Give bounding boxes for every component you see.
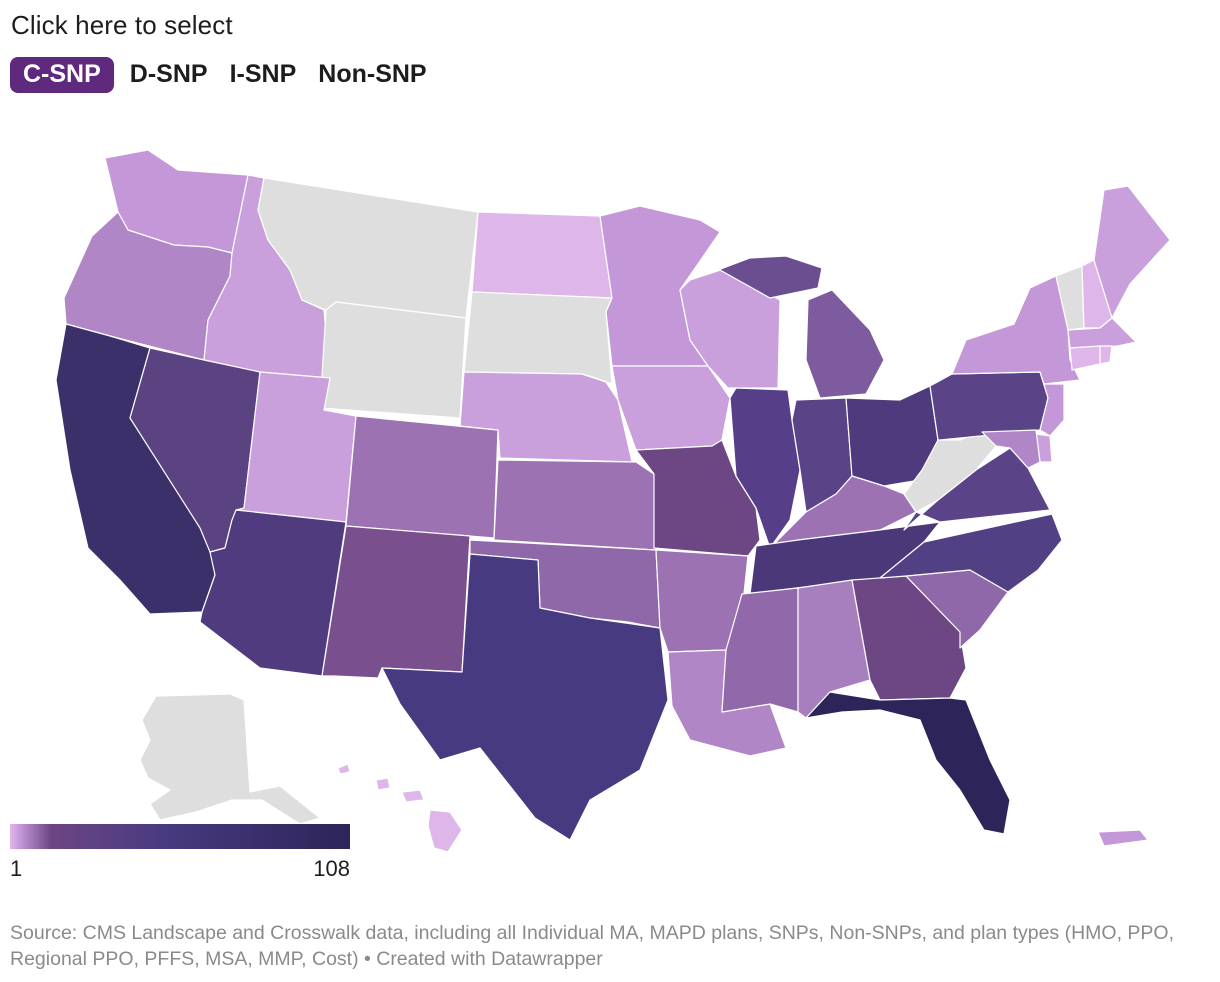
state-north-carolina[interactable]	[879, 513, 1063, 593]
tab-c-snp[interactable]: C-SNP	[10, 57, 114, 93]
tab-d-snp[interactable]: D-SNP	[129, 60, 208, 88]
us-choropleth-map	[55, 149, 1171, 853]
state-south-dakota[interactable]	[463, 291, 613, 385]
color-legend: 1 108	[10, 824, 350, 881]
state-connecticut[interactable]	[1069, 345, 1101, 371]
state-colorado[interactable]	[345, 415, 499, 539]
source-note: Source: CMS Landscape and Crosswalk data…	[10, 922, 1175, 970]
state-illinois[interactable]	[729, 387, 801, 549]
plan-type-tabs: C-SNP D-SNP I-SNP Non-SNP	[10, 57, 438, 93]
tab-i-snp[interactable]: I-SNP	[229, 60, 297, 88]
state-montana[interactable]	[257, 177, 479, 319]
state-iowa[interactable]	[611, 365, 731, 451]
state-florida[interactable]	[805, 691, 1011, 835]
territory-puerto-rico[interactable]	[1097, 829, 1149, 847]
state-maryland[interactable]	[981, 429, 1041, 469]
legend-gradient-bar	[10, 824, 350, 849]
select-prompt: Click here to select	[11, 10, 233, 40]
state-missouri[interactable]	[635, 439, 761, 557]
tab-non-snp[interactable]: Non-SNP	[318, 60, 427, 88]
state-michigan-upper[interactable]	[704, 255, 823, 299]
state-new-mexico[interactable]	[321, 525, 471, 679]
state-rhode-island[interactable]	[1099, 345, 1113, 365]
state-hawaii[interactable]	[337, 763, 463, 853]
state-texas[interactable]	[381, 553, 669, 841]
state-kansas[interactable]	[493, 459, 657, 551]
state-north-dakota[interactable]	[471, 211, 613, 299]
legend-min-label: 1	[10, 856, 23, 881]
state-maine[interactable]	[1093, 185, 1171, 319]
state-wyoming[interactable]	[319, 301, 467, 419]
state-alaska[interactable]	[139, 693, 321, 825]
state-michigan[interactable]	[805, 289, 885, 399]
legend-max-label: 108	[313, 856, 350, 881]
